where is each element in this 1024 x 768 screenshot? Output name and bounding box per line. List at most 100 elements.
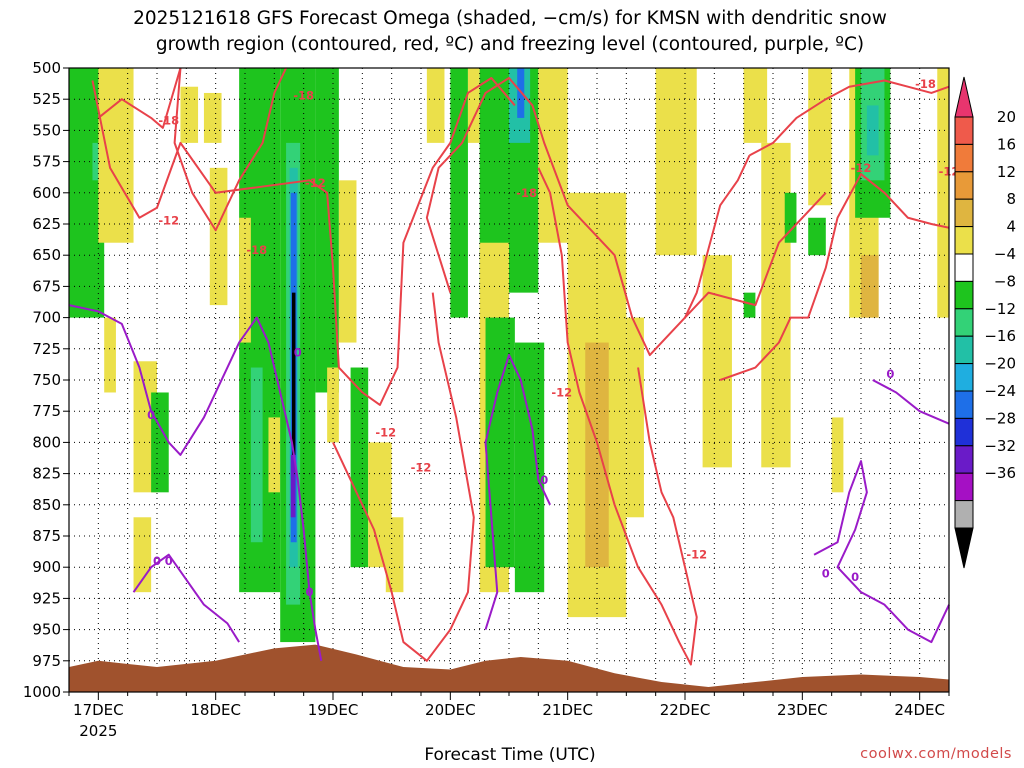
colorbar-label-3: 8 bbox=[1006, 190, 1016, 208]
freezing-contour-label-3-1: 0 bbox=[851, 570, 859, 584]
colorbar-label-8: −16 bbox=[984, 327, 1016, 345]
omega-cell-13 bbox=[268, 417, 281, 493]
x-tick-label-17DEC: 17DEC bbox=[73, 701, 124, 719]
freezing-contour-1 bbox=[132, 553, 240, 643]
omega-cell-34 bbox=[514, 342, 545, 593]
x-year-label: 2025 bbox=[79, 722, 117, 740]
y-tick-label-750: 750 bbox=[32, 371, 61, 389]
omega-cell-9 bbox=[209, 167, 228, 306]
y-tick-label-925: 925 bbox=[32, 589, 61, 607]
colorbar-label-6: −8 bbox=[994, 272, 1016, 290]
freezing-contour-2 bbox=[484, 354, 551, 630]
omega-cell-41 bbox=[743, 68, 768, 143]
dgz-contour-3 bbox=[425, 76, 827, 357]
omega-cell-23 bbox=[350, 367, 369, 568]
dgz-contour-label-6-0: -12 bbox=[375, 425, 396, 439]
x-tick-label-22DEC: 22DEC bbox=[660, 701, 711, 719]
omega-cell-46 bbox=[808, 217, 826, 256]
omega-cell-22 bbox=[338, 180, 357, 343]
colorbar-swatch-12 bbox=[954, 417, 974, 447]
y-tick-label-600: 600 bbox=[32, 184, 61, 202]
dgz-contour-label-2-1: -12 bbox=[158, 213, 179, 227]
omega-cell-28 bbox=[467, 68, 480, 143]
omega-cell-2 bbox=[98, 68, 134, 243]
colorbar-swatch-14 bbox=[954, 472, 974, 502]
omega-cell-18 bbox=[291, 292, 296, 468]
colorbar-swatch-15 bbox=[954, 500, 974, 529]
colorbar-label-2: 12 bbox=[997, 163, 1016, 181]
x-tick-label-23DEC: 23DEC bbox=[777, 701, 828, 719]
y-tick-label-550: 550 bbox=[32, 121, 61, 139]
colorbar-swatch-3 bbox=[954, 171, 974, 200]
terrain-surface bbox=[69, 644, 949, 692]
x-tick-label-18DEC: 18DEC bbox=[190, 701, 241, 719]
chart-title-line2: growth region (contoured, red, ºC) and f… bbox=[156, 34, 864, 55]
omega-cell-51 bbox=[866, 105, 879, 156]
y-tick-label-675: 675 bbox=[32, 277, 61, 295]
omega-cell-3 bbox=[104, 317, 116, 393]
omega-cell-20 bbox=[315, 68, 339, 393]
terrain-fill bbox=[69, 644, 949, 692]
dgz-contour-8 bbox=[719, 173, 950, 381]
omega-cell-1 bbox=[92, 142, 105, 181]
chart-title-line1: 2025121618 GFS Forecast Omega (shaded, −… bbox=[133, 8, 887, 29]
dgz-contour-1 bbox=[97, 67, 182, 129]
freezing-contour-label-2-0: 0 bbox=[540, 473, 548, 487]
omega-cell-26 bbox=[426, 68, 445, 143]
omega-cell-12 bbox=[250, 367, 263, 543]
dgz-contour-6 bbox=[332, 292, 475, 662]
x-tick-label-21DEC: 21DEC bbox=[542, 701, 593, 719]
freezing-contour-3 bbox=[872, 379, 950, 425]
colorbar-swatch-1 bbox=[954, 116, 974, 145]
omega-cell-47 bbox=[831, 417, 844, 493]
freezing-contour-label-0-3: 0 bbox=[306, 585, 314, 599]
y-tick-label-900: 900 bbox=[32, 558, 61, 576]
colorbar-label-4: 4 bbox=[1006, 218, 1016, 236]
x-tick-label-20DEC: 20DEC bbox=[425, 701, 476, 719]
freezing-contour-0 bbox=[68, 304, 323, 661]
dgz-contour-label-0-1: -18 bbox=[246, 243, 267, 257]
omega-cell-45 bbox=[808, 68, 832, 206]
colorbar-label-9: −20 bbox=[984, 355, 1016, 373]
colorbar-label-10: −24 bbox=[984, 382, 1016, 400]
y-tick-label-800: 800 bbox=[32, 433, 61, 451]
y-tick-label-775: 775 bbox=[32, 402, 61, 420]
credit-link[interactable]: coolwx.com/models bbox=[860, 746, 1012, 762]
dgz-contour-5 bbox=[684, 154, 751, 319]
contour-lines: -18-18-18-12-12-18-18-12-12-12-12-12-120… bbox=[68, 67, 959, 666]
freezing-contour-label-0-0: 0 bbox=[147, 408, 155, 422]
dgz-contour-label-8-0: -12 bbox=[851, 161, 872, 175]
dgz-contour-label-0-0: -18 bbox=[293, 88, 314, 102]
x-axis-label: Forecast Time (UTC) bbox=[424, 745, 595, 765]
omega-cell-19 bbox=[290, 454, 296, 518]
omega-cell-38 bbox=[626, 317, 644, 518]
omega-cell-7 bbox=[180, 86, 199, 143]
freezing-contour-label-1-0: 0 bbox=[153, 554, 161, 568]
omega-cell-42 bbox=[743, 292, 756, 318]
colorbar-label-11: −28 bbox=[984, 409, 1016, 427]
colorbar-swatch-11 bbox=[954, 390, 974, 419]
dgz-contour-label-1-0: -18 bbox=[158, 113, 179, 127]
colorbar-bottom-arrow bbox=[954, 527, 974, 569]
omega-cell-53 bbox=[937, 68, 949, 318]
colorbar-swatch-6 bbox=[954, 253, 974, 282]
y-tick-label-875: 875 bbox=[32, 527, 61, 545]
colorbar-swatch-10 bbox=[954, 363, 974, 392]
y-tick-label-500: 500 bbox=[32, 59, 61, 77]
dgz-contour-2 bbox=[91, 76, 516, 406]
y-tick-label-725: 725 bbox=[32, 340, 61, 358]
colorbar-label-7: −12 bbox=[984, 300, 1016, 318]
colorbar-label-0: 20 bbox=[997, 108, 1016, 126]
freezing-contour-label-3-0: 0 bbox=[886, 367, 894, 381]
colorbar-swatch-7 bbox=[954, 280, 974, 310]
y-tick-label-950: 950 bbox=[32, 621, 61, 639]
dgz-contour-label-3-0: -18 bbox=[516, 186, 537, 200]
freezing-contour-label-0-2: 0 bbox=[165, 554, 173, 568]
freezing-contour-4 bbox=[813, 460, 950, 644]
axes: 500 525 550 575 600 625 650 675 700 725 750 775 800 8… bbox=[23, 59, 950, 740]
dgz-contour-label-7-0: -12 bbox=[551, 385, 572, 399]
omega-cell-43 bbox=[761, 142, 791, 468]
omega-cell-40 bbox=[702, 255, 732, 468]
y-tick-label-575: 575 bbox=[32, 153, 61, 171]
